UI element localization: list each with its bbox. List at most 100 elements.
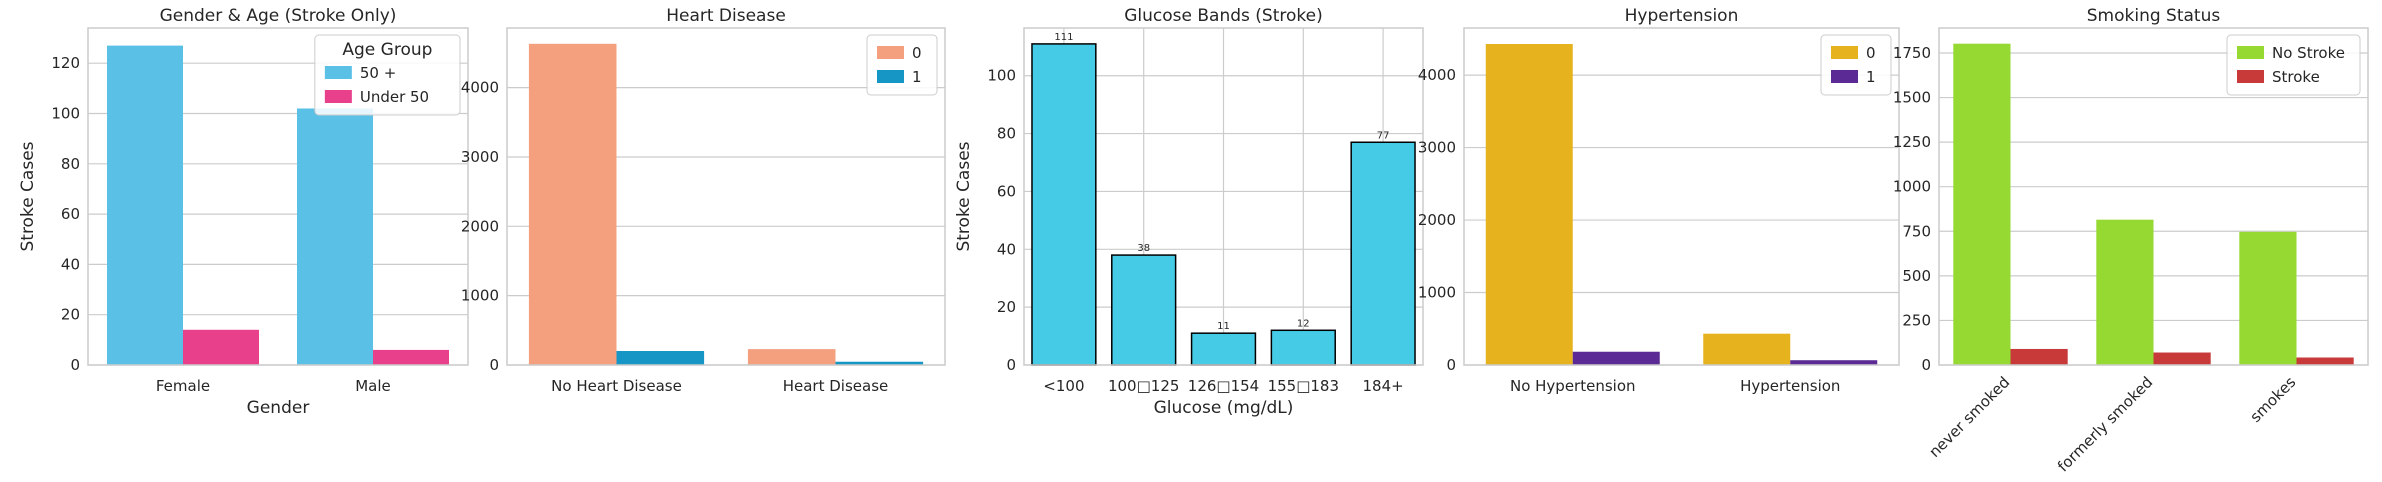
x-tick-label: <100	[1043, 377, 1084, 395]
data-label: 38	[1137, 243, 1150, 254]
y-tick-label: 2000	[1418, 211, 1456, 229]
x-axis-label: Gender	[247, 398, 310, 418]
y-tick-label: 20	[61, 306, 80, 324]
y-tick-label: 60	[61, 205, 80, 223]
legend-entry: 50 +	[360, 64, 396, 82]
y-tick-label: 60	[997, 182, 1016, 200]
data-label: 11	[1217, 321, 1230, 332]
axes-frame	[87, 27, 469, 366]
y-tick-label: 3000	[461, 148, 499, 166]
y-axis-label: Stroke Cases	[18, 141, 38, 251]
y-tick-label: 40	[61, 255, 80, 273]
data-label: 77	[1377, 130, 1390, 141]
x-tick-label: never smoked	[1925, 373, 2013, 461]
y-tick-label: 40	[997, 240, 1016, 258]
chart-panel-3: 0 1000 2000 3000 4000 No Hypertension Hyperten…	[1418, 6, 1900, 395]
axes-frame	[1463, 27, 1900, 366]
bar	[1031, 43, 1097, 366]
chart-panel-1: 0 1000 2000 3000 4000 No Heart Disease Heart D…	[461, 6, 946, 395]
y-tick-label: 500	[1902, 267, 1931, 285]
legend-box	[1820, 34, 1892, 96]
y-tick-label: 1750	[1893, 44, 1931, 62]
legend-box	[866, 34, 938, 96]
x-tick-label: Heart Disease	[783, 377, 889, 395]
y-tick-label: 750	[1902, 222, 1931, 240]
legend-entry: No Stroke	[2272, 44, 2345, 62]
bar	[183, 329, 259, 365]
legend: 01	[866, 34, 938, 96]
x-axis-label: Glucose (mg/dL)	[1154, 398, 1294, 418]
legend: Age Group 50 + Under 50	[314, 34, 461, 116]
bar	[2096, 219, 2154, 365]
x-tick-label: 155□183	[1268, 377, 1339, 395]
legend-entry: 0	[912, 44, 922, 62]
bar	[297, 108, 373, 366]
x-tick-label: Hypertension	[1740, 377, 1840, 395]
bar	[1350, 141, 1416, 366]
legend-swatch	[2237, 70, 2264, 83]
bar	[2239, 231, 2297, 365]
x-tick-label: Male	[355, 377, 391, 395]
chart-panel-2: 0 20 40 60 80 100 111 38 11 12 77 <100 100□125 126□15…	[954, 6, 1424, 418]
legend-swatch	[324, 90, 352, 103]
bar	[1790, 360, 1878, 365]
y-tick-label: 4000	[461, 79, 499, 97]
x-tick-label: 184+	[1362, 377, 1403, 395]
y-tick-label: 80	[997, 125, 1016, 143]
legend-swatch	[1831, 70, 1858, 83]
y-tick-label: 0	[1921, 356, 1931, 374]
bar	[107, 45, 183, 365]
x-tick-label: 100□125	[1108, 377, 1179, 395]
legend-entry: Under 50	[360, 88, 429, 106]
bar	[373, 349, 449, 365]
chart-title: Gender & Age (Stroke Only)	[160, 6, 397, 26]
chart-title: Hypertension	[1625, 6, 1739, 26]
bar	[1953, 43, 2011, 365]
y-tick-label: 100	[987, 67, 1016, 85]
legend-swatch	[1831, 46, 1858, 59]
y-tick-label: 0	[489, 356, 499, 374]
x-tick-label: No Hypertension	[1510, 377, 1636, 395]
y-tick-label: 120	[51, 54, 80, 72]
bar	[616, 350, 705, 365]
y-tick-label: 1500	[1893, 89, 1931, 107]
y-tick-label: 0	[70, 356, 80, 374]
legend-entry: 0	[1866, 44, 1876, 62]
y-tick-label: 0	[1006, 356, 1016, 374]
x-tick-label: No Heart Disease	[551, 377, 682, 395]
y-tick-label: 100	[51, 105, 80, 123]
y-tick-label: 1250	[1893, 133, 1931, 151]
y-tick-label: 4000	[1418, 66, 1456, 84]
legend-entry: 1	[912, 68, 922, 86]
bar	[528, 43, 617, 365]
y-tick-label: 1000	[1418, 284, 1456, 302]
x-tick-label: smokes	[2246, 373, 2299, 426]
bar	[2010, 348, 2068, 365]
legend-swatch	[877, 46, 904, 59]
y-tick-label: 1000	[1893, 178, 1931, 196]
axes-frame	[506, 27, 946, 366]
y-tick-label: 2000	[461, 217, 499, 235]
y-tick-label: 20	[997, 298, 1016, 316]
bar	[1572, 351, 1660, 365]
y-tick-label: 1000	[461, 287, 499, 305]
data-label: 111	[1054, 32, 1073, 43]
legend-swatch	[877, 70, 904, 83]
bar	[747, 349, 836, 365]
chart-title: Smoking Status	[2087, 6, 2221, 26]
legend-swatch	[324, 66, 352, 79]
legend-title: Age Group	[342, 40, 432, 60]
x-tick-label: formerly smoked	[2054, 373, 2156, 475]
axes-frame	[1023, 27, 1424, 366]
bar	[2296, 357, 2354, 365]
legend-entry: Stroke	[2272, 68, 2320, 86]
x-tick-label: Female	[156, 377, 210, 395]
chart-title: Glucose Bands (Stroke)	[1124, 6, 1322, 26]
y-axis-label: Stroke Cases	[954, 141, 974, 251]
legend-swatch	[2237, 46, 2264, 59]
y-tick-label: 80	[61, 155, 80, 173]
bar	[1703, 333, 1791, 365]
bar	[2153, 352, 2211, 365]
axes-frame	[1938, 27, 2369, 366]
